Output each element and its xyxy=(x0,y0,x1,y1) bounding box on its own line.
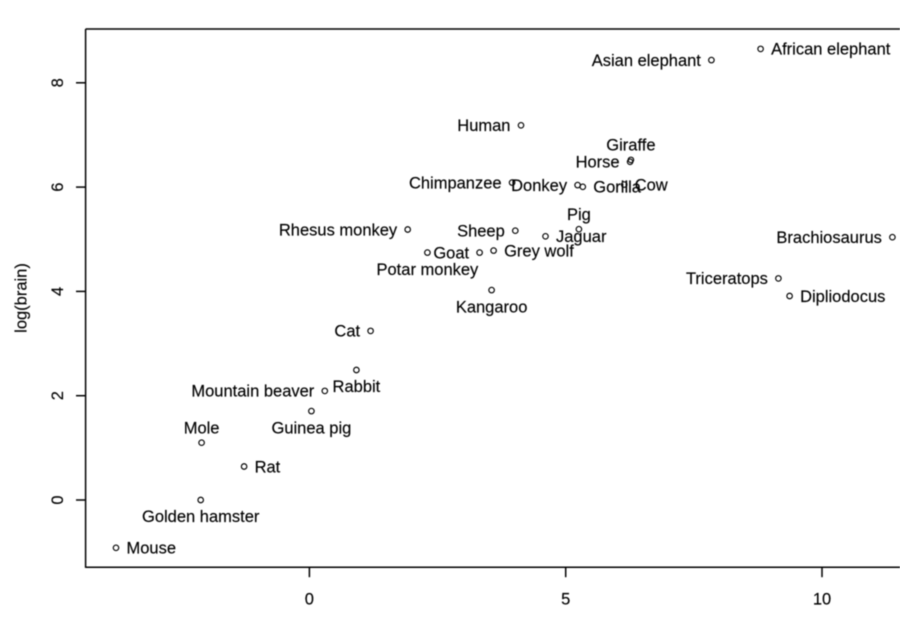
svg-text:Kangaroo: Kangaroo xyxy=(456,298,528,316)
svg-text:Sheep: Sheep xyxy=(457,223,505,241)
svg-text:10: 10 xyxy=(813,590,831,608)
svg-text:Mountain beaver: Mountain beaver xyxy=(191,383,314,401)
svg-text:Jaguar: Jaguar xyxy=(556,228,607,246)
svg-text:Triceratops: Triceratops xyxy=(686,270,768,288)
svg-text:Goat: Goat xyxy=(433,244,469,262)
svg-text:4: 4 xyxy=(49,287,67,296)
svg-text:5: 5 xyxy=(561,590,570,608)
svg-text:Golden hamster: Golden hamster xyxy=(142,508,260,526)
svg-text:African elephant: African elephant xyxy=(771,41,891,59)
svg-text:Asian elephant: Asian elephant xyxy=(592,52,702,70)
svg-text:Cow: Cow xyxy=(635,176,668,194)
svg-text:Cat: Cat xyxy=(334,323,360,341)
svg-text:Horse: Horse xyxy=(576,154,620,172)
svg-text:Pig: Pig xyxy=(567,206,591,224)
svg-text:Donkey: Donkey xyxy=(511,177,568,195)
svg-text:log(brain): log(brain) xyxy=(13,263,31,333)
svg-text:Potar monkey: Potar monkey xyxy=(377,261,480,279)
svg-text:Giraffe: Giraffe xyxy=(606,137,655,155)
svg-text:Mouse: Mouse xyxy=(127,540,177,558)
svg-text:Guinea pig: Guinea pig xyxy=(271,419,351,437)
svg-text:Rhesus monkey: Rhesus monkey xyxy=(279,221,398,239)
svg-text:Rat: Rat xyxy=(255,458,281,476)
svg-text:Grey wolf: Grey wolf xyxy=(504,242,574,260)
svg-text:Rabbit: Rabbit xyxy=(333,378,381,396)
svg-text:Brachiosaurus: Brachiosaurus xyxy=(776,229,881,247)
svg-text:8: 8 xyxy=(49,78,67,87)
svg-text:2: 2 xyxy=(49,391,67,400)
svg-text:Gorilla: Gorilla xyxy=(593,179,642,197)
svg-text:Human: Human xyxy=(457,117,510,135)
svg-text:0: 0 xyxy=(49,495,67,504)
svg-text:Dipliodocus: Dipliodocus xyxy=(800,288,885,306)
svg-text:Mole: Mole xyxy=(184,419,220,437)
svg-text:6: 6 xyxy=(49,183,67,192)
svg-text:0: 0 xyxy=(305,590,314,608)
svg-text:Chimpanzee: Chimpanzee xyxy=(409,174,502,192)
